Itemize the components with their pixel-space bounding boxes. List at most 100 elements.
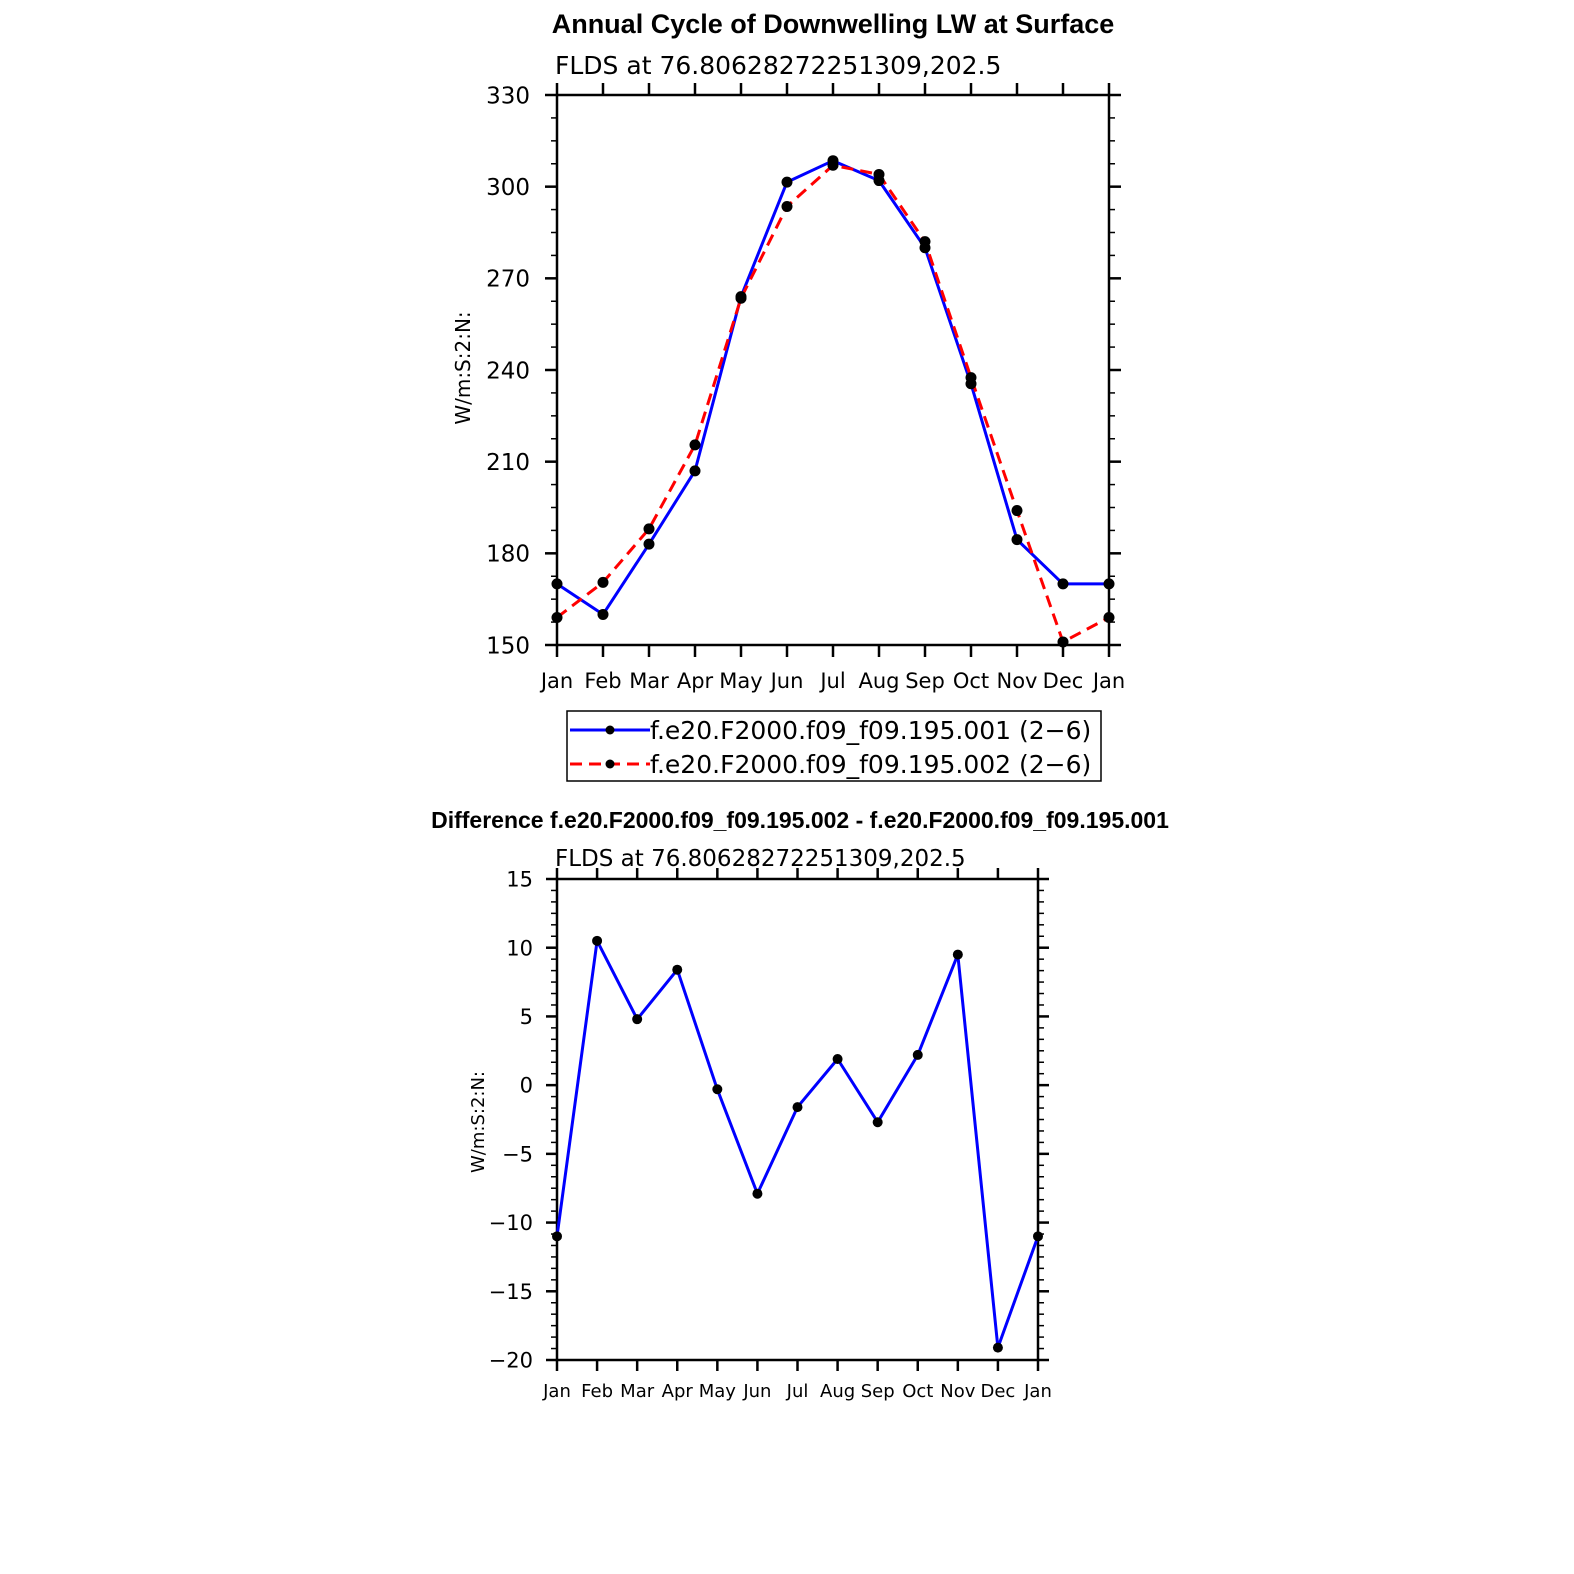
- x-tick-label: Dec: [980, 1381, 1015, 1402]
- y-tick-label: 15: [506, 868, 533, 892]
- x-tick-label: Aug: [820, 1381, 855, 1402]
- data-point: [781, 201, 793, 213]
- x-tick-label: Feb: [584, 669, 621, 693]
- legend-marker-series-1: [605, 725, 615, 735]
- data-point: [592, 935, 603, 946]
- data-point: [735, 292, 747, 304]
- data-point: [632, 1014, 643, 1025]
- legend-label-series-1: f.e20.F2000.f09_f09.195.001 (2−6): [650, 716, 1091, 745]
- y-tick-label: 240: [486, 358, 530, 384]
- y-axis-label: W/m:S:2:N:: [468, 1071, 489, 1173]
- x-tick-label: Apr: [662, 1381, 694, 1402]
- series-line-1: [555, 939, 1040, 1350]
- data-point: [832, 1054, 843, 1065]
- series-lines: [555, 939, 1040, 1350]
- data-point: [1011, 505, 1023, 517]
- x-tick-label: Jul: [818, 669, 845, 693]
- legend-label-series-2: f.e20.F2000.f09_f09.195.002 (2−6): [650, 750, 1091, 779]
- y-tick-label: 300: [486, 175, 530, 201]
- x-tick-label: Mar: [620, 1381, 655, 1402]
- x-tick-labels: Jan Feb Mar Apr May Jun Jul Aug Sep Oct Nov Dec Jan: [542, 1381, 1052, 1402]
- x-tick-label: Dec: [1043, 669, 1084, 693]
- data-point: [643, 523, 655, 535]
- data-point: [992, 1342, 1003, 1353]
- x-tick-label: May: [699, 1381, 737, 1402]
- x-tick-label: Jan: [539, 669, 573, 693]
- legend-box: [566, 710, 1102, 782]
- data-point: [872, 1117, 883, 1128]
- x-tick-label: Jan: [542, 1381, 571, 1402]
- y-tick-label: −20: [489, 1349, 533, 1373]
- y-tick-label: 330: [486, 83, 530, 109]
- x-tick-label: Jun: [742, 1381, 771, 1402]
- chart-title: Difference f.e20.F2000.f09_f09.195.002 -…: [431, 807, 1169, 833]
- x-tick-label: Feb: [581, 1381, 613, 1402]
- chart-subtitle: FLDS at 76.80628272251309,202.5: [555, 51, 1001, 80]
- x-tick-label: Jan: [1091, 669, 1125, 693]
- axis-ticks: [545, 83, 1121, 657]
- data-point: [689, 439, 701, 451]
- data-point: [965, 372, 977, 384]
- data-point: [1033, 1231, 1043, 1242]
- series-lines: [556, 159, 1110, 644]
- data-point: [1103, 578, 1115, 590]
- series-markers: [552, 935, 1043, 1353]
- y-tick-label: 10: [506, 936, 533, 960]
- y-tick-label: 210: [486, 450, 530, 476]
- x-tick-label: Apr: [677, 669, 714, 693]
- data-point: [712, 1084, 723, 1095]
- y-tick-label: −15: [489, 1280, 533, 1304]
- y-tick-label: 5: [520, 1005, 533, 1029]
- series-line-1: [556, 159, 1109, 616]
- x-tick-label: Nov: [940, 1381, 975, 1402]
- chart-title: Annual Cycle of Downwelling LW at Surfac…: [552, 9, 1115, 39]
- axis-ticks: [546, 868, 1049, 1371]
- data-point: [912, 1049, 923, 1060]
- y-tick-label: 150: [486, 633, 530, 659]
- x-tick-label: Mar: [629, 669, 669, 693]
- data-point: [552, 1231, 562, 1242]
- y-tick-labels: −20 −15 −10 −5 0 5 10 15: [489, 868, 533, 1373]
- plot-frame: [555, 877, 1040, 1362]
- x-tick-label: May: [719, 669, 762, 693]
- data-point: [1057, 578, 1069, 590]
- series-line-2: [556, 163, 1110, 644]
- y-tick-label: 0: [520, 1074, 533, 1098]
- data-point: [1057, 636, 1069, 648]
- x-tick-label: Sep: [905, 669, 945, 693]
- data-point: [643, 538, 655, 550]
- y-tick-label: 270: [486, 267, 530, 293]
- x-tick-label: Jan: [1023, 1381, 1052, 1402]
- y-axis-label: W/m:S:2:N:: [451, 311, 475, 424]
- x-tick-label: Nov: [997, 669, 1038, 693]
- data-point: [781, 176, 793, 188]
- x-tick-labels: Jan Feb Mar Apr May Jun Jul Aug Sep Oct Nov Dec Jan: [539, 669, 1125, 693]
- y-tick-labels: 150 180 210 240 270 300 330: [486, 83, 530, 659]
- x-tick-label: Jun: [769, 669, 804, 693]
- x-tick-label: Jul: [786, 1381, 809, 1402]
- data-point: [1011, 534, 1023, 546]
- data-point: [1103, 612, 1115, 623]
- chart-subtitle: FLDS at 76.80628272251309,202.5: [555, 846, 966, 872]
- difference-panel: Difference f.e20.F2000.f09_f09.195.002 -…: [431, 807, 1169, 1402]
- data-point: [919, 236, 931, 248]
- data-point: [952, 949, 963, 960]
- data-point: [672, 964, 683, 975]
- x-tick-label: Aug: [858, 669, 899, 693]
- x-tick-label: Sep: [861, 1381, 895, 1402]
- data-point: [551, 612, 563, 623]
- series-markers: [551, 155, 1115, 648]
- data-point: [551, 578, 563, 590]
- x-tick-label: Oct: [953, 669, 989, 693]
- data-point: [792, 1102, 803, 1113]
- data-point: [597, 608, 609, 620]
- y-tick-label: −5: [502, 1142, 533, 1166]
- legend-marker-series-2: [605, 759, 615, 769]
- plot-frame: [555, 93, 1111, 647]
- data-point: [752, 1188, 763, 1199]
- y-tick-label: 180: [486, 542, 530, 568]
- data-point: [597, 576, 609, 588]
- data-point: [689, 465, 701, 477]
- annual-cycle-panel: Annual Cycle of Downwelling LW at Surfac…: [451, 9, 1125, 782]
